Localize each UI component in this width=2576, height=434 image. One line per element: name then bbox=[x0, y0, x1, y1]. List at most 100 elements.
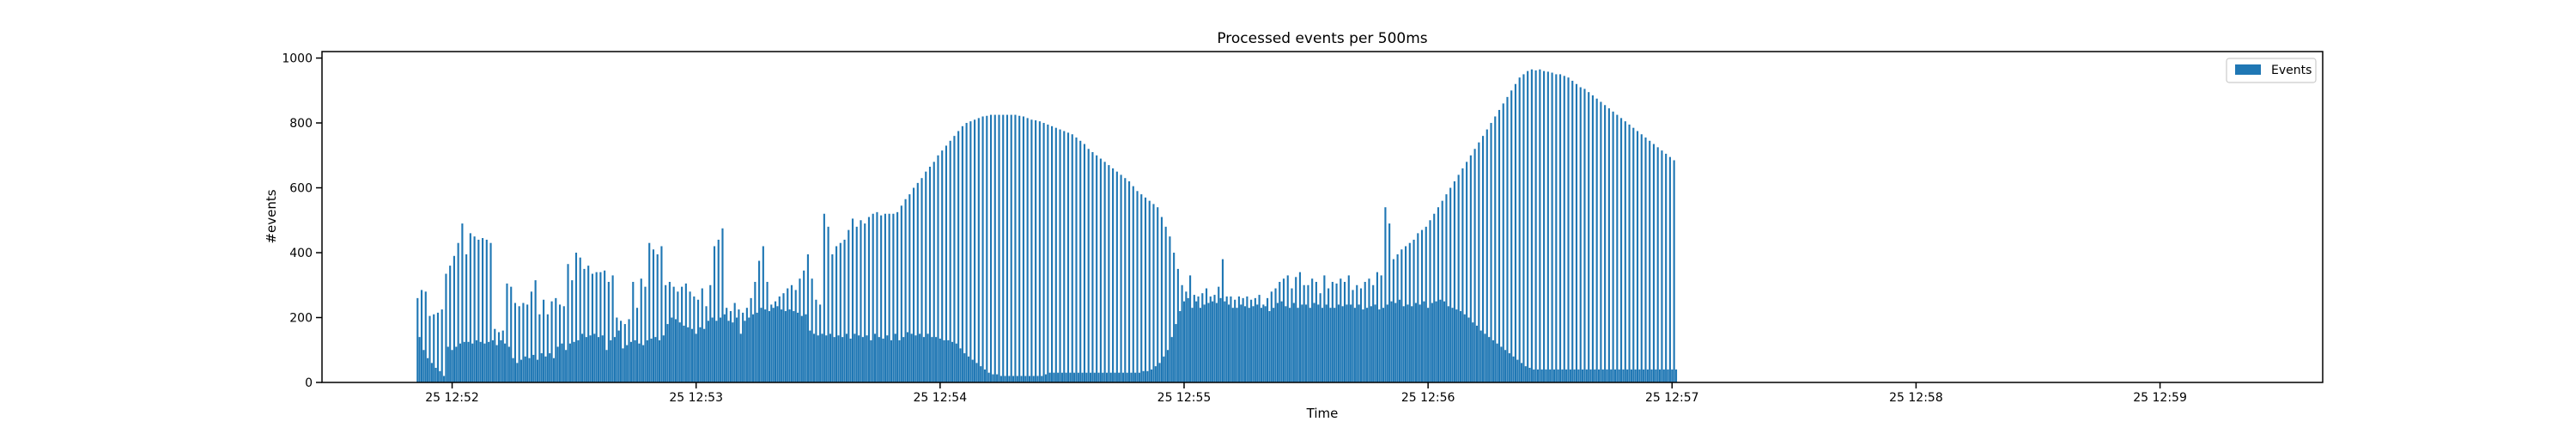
bar bbox=[1674, 369, 1678, 382]
bar bbox=[677, 291, 679, 382]
bar bbox=[1540, 369, 1543, 382]
bar bbox=[1604, 105, 1607, 382]
bar bbox=[488, 341, 490, 382]
bar bbox=[1340, 278, 1342, 382]
bar bbox=[605, 350, 608, 382]
bar bbox=[1461, 168, 1464, 382]
bar bbox=[613, 337, 617, 382]
bar bbox=[1522, 74, 1525, 383]
bar bbox=[424, 291, 427, 382]
x-tick-label: 25 12:57 bbox=[1645, 391, 1699, 405]
bar bbox=[919, 333, 921, 382]
bar bbox=[1546, 71, 1549, 383]
bar bbox=[1309, 308, 1311, 382]
bar bbox=[427, 358, 429, 382]
bar bbox=[622, 348, 624, 382]
bar bbox=[632, 281, 635, 382]
bar bbox=[916, 182, 919, 382]
bar bbox=[750, 297, 752, 382]
bar bbox=[1473, 149, 1476, 383]
bar bbox=[977, 118, 980, 382]
bar bbox=[420, 290, 423, 382]
bar bbox=[506, 283, 508, 382]
bar bbox=[1445, 194, 1448, 382]
bar bbox=[872, 213, 874, 382]
bar bbox=[1096, 155, 1098, 382]
y-axis: 0 200 400 600 800 1000 bbox=[282, 52, 322, 390]
bar bbox=[1154, 366, 1157, 382]
bar bbox=[806, 254, 809, 382]
bar bbox=[858, 335, 860, 382]
bar bbox=[1140, 194, 1143, 382]
bar bbox=[1138, 372, 1140, 382]
bar bbox=[1313, 303, 1315, 382]
bar bbox=[440, 309, 443, 382]
bar bbox=[1323, 275, 1326, 382]
bar bbox=[793, 310, 795, 382]
bar bbox=[1616, 114, 1619, 382]
bar bbox=[1359, 288, 1363, 382]
bar bbox=[1575, 83, 1578, 382]
bar bbox=[1230, 296, 1232, 382]
bar bbox=[555, 297, 557, 382]
bar bbox=[945, 145, 948, 382]
bar bbox=[530, 291, 532, 382]
bar bbox=[528, 358, 531, 382]
bar bbox=[1248, 308, 1250, 382]
bar bbox=[1420, 229, 1424, 382]
bar bbox=[1437, 207, 1440, 382]
bar bbox=[638, 343, 641, 382]
bar bbox=[1127, 180, 1131, 382]
bar bbox=[720, 317, 722, 382]
x-tick-label: 25 12:55 bbox=[1157, 391, 1212, 405]
bar bbox=[870, 339, 872, 382]
y-tick-label: 600 bbox=[289, 182, 313, 196]
bar bbox=[1224, 301, 1226, 382]
bar bbox=[449, 266, 452, 382]
bar bbox=[1091, 152, 1094, 382]
bar bbox=[1090, 372, 1092, 382]
bar bbox=[1482, 136, 1485, 382]
bar bbox=[925, 171, 927, 382]
bar bbox=[851, 218, 854, 382]
bar bbox=[1024, 376, 1027, 382]
bar bbox=[681, 286, 683, 382]
bar bbox=[927, 333, 929, 382]
bar bbox=[1585, 369, 1588, 382]
bar bbox=[974, 119, 976, 382]
bar bbox=[959, 348, 962, 382]
bar bbox=[1419, 304, 1421, 382]
bar bbox=[1447, 306, 1449, 382]
bar bbox=[1264, 306, 1267, 382]
bar bbox=[595, 272, 598, 382]
bar bbox=[601, 335, 604, 382]
bar bbox=[781, 309, 783, 382]
bar bbox=[963, 353, 966, 382]
bar bbox=[745, 308, 748, 382]
bar bbox=[823, 213, 825, 382]
bar bbox=[1390, 301, 1393, 382]
bar bbox=[738, 309, 740, 382]
bar bbox=[1209, 296, 1212, 382]
bar bbox=[652, 249, 655, 382]
bar bbox=[1595, 98, 1598, 382]
bar bbox=[951, 341, 954, 382]
bar bbox=[1197, 296, 1200, 382]
bar bbox=[1552, 369, 1555, 382]
bar bbox=[1047, 124, 1049, 382]
bar bbox=[659, 339, 661, 382]
bar bbox=[1252, 306, 1255, 382]
bar bbox=[577, 339, 580, 382]
bar bbox=[1228, 304, 1230, 382]
bar bbox=[900, 205, 902, 382]
bar bbox=[1193, 295, 1195, 382]
bar bbox=[1372, 284, 1375, 382]
bar bbox=[1010, 114, 1012, 382]
bar bbox=[1280, 301, 1283, 382]
bar bbox=[1376, 272, 1378, 382]
bar bbox=[1346, 304, 1348, 382]
bar bbox=[904, 199, 907, 382]
bar bbox=[1081, 372, 1084, 382]
bar bbox=[1157, 207, 1159, 382]
bar bbox=[497, 332, 501, 382]
